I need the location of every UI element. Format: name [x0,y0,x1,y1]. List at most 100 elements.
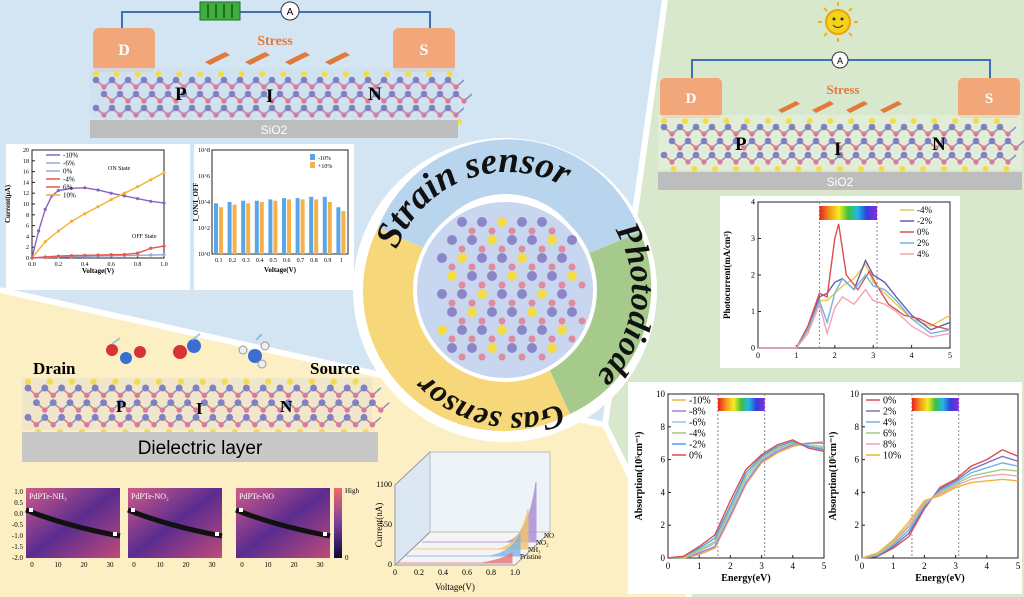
center-atom [527,271,537,281]
x-tick-label: 3 [759,561,764,571]
y-tick-label: 10^6 [198,174,210,180]
legend-label: -2% [917,216,932,226]
pd-atom [343,413,351,421]
center-atom [467,235,477,245]
te-atom [795,166,802,172]
pd-atom [236,76,244,84]
y-tick-label: 0 [751,344,755,353]
pd-atom [692,123,700,131]
p-atom [197,112,203,118]
p-atom [845,131,851,137]
gas-drain-label: Drain [33,359,76,378]
p-atom [973,131,979,137]
ammeter-label: A [287,7,294,18]
x-tick-label: 1 [340,258,343,264]
center-atom [488,299,496,307]
p-atom [709,145,715,151]
pd-atom [217,399,225,407]
y-axis-label: I_ON/I_OFF [192,183,200,222]
p-atom [252,392,258,399]
pd-atom [204,76,212,84]
y-tick-label: 3 [751,234,755,243]
pd-atom [308,90,316,98]
pd-atom [876,137,884,145]
center-atom [467,271,477,281]
gas-molecules-icon [106,333,270,369]
legend-label: 8% [883,439,896,450]
pd-atom [980,151,988,159]
pd-atom [380,104,388,112]
center-atom [537,253,547,263]
te-atom [869,118,875,124]
map-title: PdPTe-NO₂ [131,492,169,501]
colorbar-high: High [345,487,360,495]
center-atom [437,253,447,263]
pd-atom [908,137,916,145]
pd-atom [1004,137,1012,145]
data-point [96,253,100,257]
p-atom [184,392,191,399]
pd-atom [226,384,234,392]
drain-label: D [118,42,130,59]
center-atom [437,325,447,335]
x-tick-label: 0 [860,561,865,571]
p-atom [285,422,292,428]
legend-label: -6% [689,417,706,428]
te-atom [973,118,979,124]
center-atom [518,317,526,325]
pd-atom [884,123,892,131]
p-atom [101,112,107,118]
te-atom [342,71,349,77]
pd-atom [226,413,234,421]
x-tick-label: 1 [891,561,896,571]
x-tick-label: 2 [728,561,733,571]
pd-atom [740,151,748,159]
center-atom [537,325,547,335]
p-atom [957,159,963,165]
center-atom [477,253,487,263]
x-tick-label: 0.8 [486,568,496,577]
p-atom [757,145,763,151]
te-atom [405,71,411,77]
plot-frame [211,149,349,255]
p-atom [741,145,747,151]
p-atom [58,407,65,413]
substrate-label: SiO2 [261,123,288,137]
x-tick-label: 0.4 [81,262,89,268]
center-atom [457,217,467,227]
pd-atom [368,399,376,407]
p-atom [369,422,376,428]
map-title: PdPTe-NH₃ [29,492,67,501]
p-atom [365,98,371,104]
p-atom [109,98,115,104]
p-atom [349,98,355,104]
te-atom [941,166,947,172]
p-atom [213,112,219,118]
p-atom [717,159,723,165]
pd-atom [692,151,700,159]
te-atom [265,378,272,385]
pd-atom [260,90,268,98]
pd-atom [364,104,372,112]
y-tick-label: 2 [855,520,860,530]
pd-atom [58,413,66,421]
y-tick-label: 8 [26,213,29,219]
p-atom [421,84,427,90]
p-atom [821,145,827,151]
visible-spectrum-bar [819,206,878,220]
map-x-tick: 20 [81,561,89,569]
pd-atom [340,90,348,98]
p-atom [805,145,811,151]
pd-atom [66,399,74,407]
bar--10% [241,200,246,254]
center-atom [498,317,506,325]
pd-atom [444,104,452,112]
pd-atom [380,76,388,84]
on-state-label: ON State [108,166,131,172]
bar-+10% [287,199,291,254]
pd-atom [41,413,49,421]
center-atom [567,271,577,281]
data-point [37,229,41,233]
data-point [43,207,47,211]
bar-+10% [273,200,278,254]
